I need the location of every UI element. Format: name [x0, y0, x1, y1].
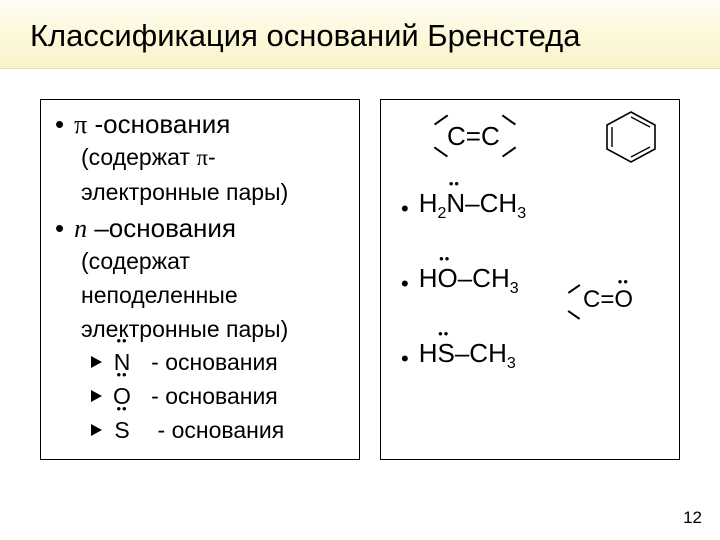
n-bases-desc-1: (содержат [81, 247, 349, 275]
s-base-row: •• S - основания [91, 413, 349, 447]
bullet-icon: • [401, 342, 409, 376]
left-column: • π -основания (содержат π- электронные … [40, 99, 360, 460]
bond-icon [434, 115, 448, 125]
lone-pair-icon: •• [439, 255, 450, 263]
o-base-row: •• O - основания [91, 379, 349, 413]
methanethiol-row: • H••S–CH3 [401, 336, 667, 381]
atom-S-lp: H••S–CH [419, 338, 507, 368]
page-number: 12 [683, 508, 702, 528]
pi-bases-heading: • π -основания [55, 108, 349, 141]
atom-S: •• S [112, 413, 132, 447]
content-area: • π -основания (содержат π- электронные … [0, 69, 720, 470]
bullet-icon: • [55, 108, 64, 140]
lone-pair-icon: •• [116, 337, 127, 345]
pi-bases-desc-1: (содержат π- [81, 143, 349, 172]
right-column: C=C • H2••N–CH3 • [380, 99, 680, 460]
atom-N-lp: ••N–CH [446, 188, 517, 218]
bond-icon [502, 147, 516, 157]
bond-icon [434, 147, 448, 157]
pi-bases-label: -основания [87, 109, 230, 139]
triangle-icon [91, 356, 102, 368]
o-base-text: - основания [132, 379, 278, 413]
n-bases-label: –основания [87, 213, 236, 243]
lone-pair-icon: •• [116, 405, 127, 413]
lone-pair-icon: •• [438, 330, 449, 338]
bullet-icon: • [401, 192, 409, 226]
n-symbol: n [74, 214, 87, 243]
lone-pair-icon: •• [618, 278, 629, 286]
title-bar: Классификация оснований Бренстеда [0, 0, 720, 69]
slide-title: Классификация оснований Бренстеда [30, 18, 690, 54]
pi-symbol: π [74, 110, 87, 139]
triangle-icon [91, 424, 102, 436]
bond-icon [502, 115, 516, 125]
pi-examples: C=C [401, 110, 667, 164]
bullet-icon: • [401, 267, 409, 301]
triangle-icon [91, 390, 102, 402]
benzene-structure [601, 110, 661, 164]
bond-icon [568, 310, 580, 319]
pi-bases-desc-2: электронные пары) [81, 178, 349, 206]
alkene-structure: C=C [423, 115, 533, 159]
carbonyl-structure: C=••O [579, 288, 661, 330]
atom-O-lp: H••O–CH [419, 263, 510, 293]
n-base-text: - основания [132, 345, 278, 379]
s-base-text: - основания [132, 413, 284, 447]
atom-O-lp: ••O [614, 286, 633, 313]
benzene-icon [601, 110, 661, 164]
lone-pair-icon: •• [116, 371, 127, 379]
n-base-row: •• N - основания [91, 345, 349, 379]
n-bases-desc-2: неподеленные [81, 281, 349, 309]
methylamine-row: • H2••N–CH3 [401, 186, 667, 231]
lone-pair-icon: •• [449, 180, 460, 188]
n-bases-heading: • n –основания [55, 212, 349, 245]
bullet-icon: • [55, 212, 64, 244]
